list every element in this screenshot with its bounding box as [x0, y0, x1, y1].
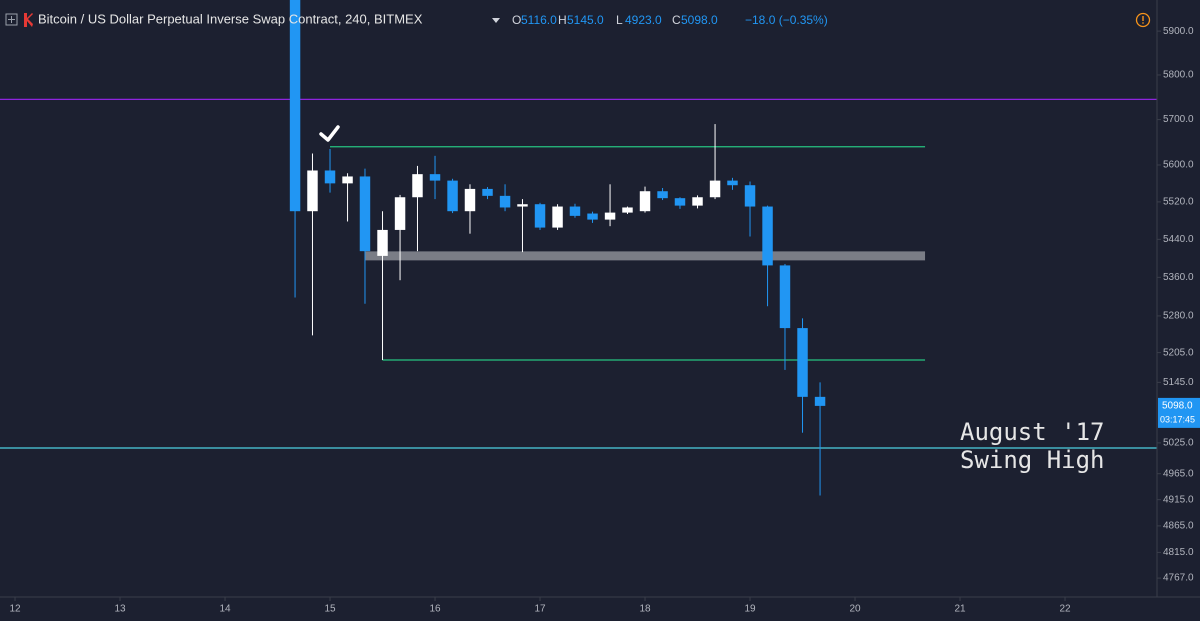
y-tick-label: 5520.0 [1163, 197, 1194, 208]
ohlc-value: 4923.0 [625, 13, 662, 27]
candle-body [692, 197, 703, 206]
candle-body [289, 0, 301, 212]
candle-body [324, 170, 336, 184]
warning-icon-dot [1142, 22, 1144, 24]
y-tick-label: 5205.0 [1163, 347, 1194, 358]
ohlc-value: 5116.0 [521, 13, 557, 27]
candle-body [447, 180, 458, 212]
candle-body [359, 176, 371, 252]
candle-body [657, 191, 668, 199]
candle-body [604, 212, 616, 220]
y-tick-label: 5800.0 [1163, 70, 1194, 81]
y-tick-label: 5025.0 [1163, 438, 1194, 449]
x-tick-label: 16 [429, 604, 441, 615]
candle-body [377, 229, 388, 256]
y-tick-label: 4965.0 [1163, 468, 1194, 479]
x-tick-label: 14 [219, 604, 231, 615]
ohlc-label: C [672, 13, 681, 27]
candle-body [517, 204, 528, 207]
symbol-title[interactable]: Bitcoin / US Dollar Perpetual Inverse Sw… [38, 11, 423, 26]
candle-body [534, 204, 546, 228]
ohlc-label: H [558, 13, 567, 27]
candle-body [307, 170, 318, 212]
y-tick-label: 5700.0 [1163, 114, 1194, 125]
last-price-label: 5098.0 [1162, 401, 1193, 412]
candle-body [499, 195, 511, 208]
candle-body [639, 191, 651, 212]
candle-body [797, 328, 808, 397]
candle-body [727, 180, 738, 186]
y-tick-label: 4915.0 [1163, 494, 1194, 505]
y-tick-label: 5600.0 [1163, 160, 1194, 171]
x-tick-label: 22 [1059, 604, 1071, 615]
x-tick-label: 17 [534, 604, 546, 615]
y-tick-label: 5360.0 [1163, 272, 1194, 283]
y-tick-label: 5145.0 [1163, 377, 1194, 388]
last-price-badge [1158, 397, 1200, 428]
y-tick-label: 5900.0 [1163, 26, 1194, 37]
candle-body [762, 206, 773, 266]
candle-body [552, 206, 563, 228]
dropdown-caret[interactable] [492, 18, 500, 23]
ohlc-value: 5098.0 [681, 13, 718, 27]
warning-icon[interactable] [1135, 12, 1151, 28]
x-tick-label: 19 [744, 604, 756, 615]
candle-body [464, 188, 476, 212]
y-tick-label: 4767.0 [1163, 573, 1194, 584]
x-tick-label: 18 [639, 604, 651, 615]
candle-body [709, 180, 721, 198]
x-tick-label: 13 [114, 604, 126, 615]
expand-icon[interactable] [5, 13, 18, 26]
x-tick-label: 12 [9, 604, 21, 615]
candle-body [429, 174, 441, 181]
header: Bitcoin / US Dollar Perpetual Inverse Sw… [5, 11, 1151, 28]
ohlc-label: L [616, 13, 623, 27]
candle-body [587, 213, 598, 220]
y-tick-label: 4815.0 [1163, 547, 1194, 558]
candle-body [674, 198, 686, 206]
ohlc-label: O [512, 13, 521, 27]
annotation-text: Swing High [960, 446, 1105, 474]
candle-body [744, 185, 756, 207]
x-tick-label: 15 [324, 604, 336, 615]
y-tick-label: 5440.0 [1163, 234, 1194, 245]
candle-body [779, 265, 791, 329]
y-tick-label: 4865.0 [1163, 521, 1194, 532]
candle-body [394, 197, 406, 230]
change-value: −18.0 (−0.35%) [745, 13, 828, 27]
ohlc-value: 5145.0 [567, 13, 604, 27]
warning-icon-bar [1142, 16, 1144, 21]
countdown-label: 03:17:45 [1160, 414, 1195, 424]
exchange-icon [24, 13, 33, 27]
candle-body [622, 207, 633, 213]
annotation-text: August '17 [960, 418, 1105, 446]
candle-body [814, 396, 826, 406]
x-tick-label: 20 [849, 604, 861, 615]
candle-body [342, 176, 353, 184]
checkmark-drawing [319, 125, 340, 142]
candle-body [569, 206, 581, 216]
candle-body [482, 188, 493, 196]
candle-body [412, 174, 423, 198]
plot-area [0, 0, 1157, 496]
y-tick-label: 5280.0 [1163, 311, 1194, 322]
x-tick-label: 21 [954, 604, 966, 615]
